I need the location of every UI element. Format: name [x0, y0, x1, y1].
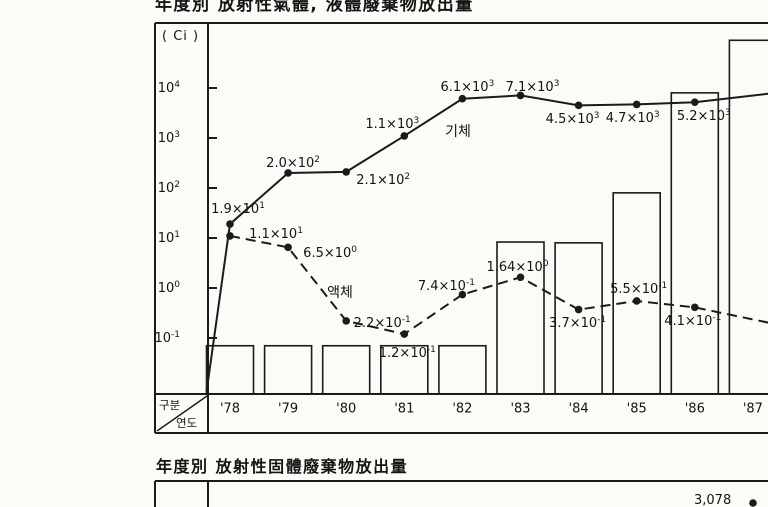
y-tick-label: 100 [157, 279, 180, 297]
liquid-series-label: 액체 [327, 285, 353, 301]
liquid-point-'82 [458, 290, 467, 299]
liquid-value-label: 7.4×10-1 [417, 277, 475, 294]
y-axis-unit-label: ( Ci ) [162, 29, 200, 44]
liquid-value-label: 1.64×100 [486, 259, 549, 276]
x-tick-label: '81 [394, 401, 415, 417]
x-tick-label: '86 [684, 401, 705, 417]
y-tick-label: 104 [157, 79, 180, 97]
liquid-series-line [229, 234, 768, 336]
bar-'86 [670, 92, 720, 395]
liquid-point-'84 [574, 305, 583, 314]
bar-'78 [205, 344, 255, 395]
gas-point-'83 [516, 91, 525, 100]
corner-cell-diagonal [156, 395, 208, 432]
gas-value-label: 2.1×102 [356, 171, 411, 189]
x-tick-label: '85 [626, 401, 647, 417]
x-tick-label: '87 [742, 401, 763, 417]
solid-chart-point [749, 499, 757, 507]
liquid-point-'78 [226, 232, 234, 240]
liquid-value-label: 2.2×10-1 [353, 314, 411, 332]
gas-liquid-chart-title: 年度別 放射性氣體, 液體廢棄物放出量 [155, 0, 474, 15]
bar-'85 [612, 192, 662, 395]
liquid-point-'79 [284, 243, 292, 252]
liquid-point-'80 [342, 317, 351, 325]
gas-point-'86 [691, 98, 699, 106]
bar-'81 [379, 344, 429, 395]
gas-value-label: 2.0×102 [266, 154, 321, 172]
liquid-point-'83 [516, 273, 525, 282]
bar-'87 [728, 39, 768, 395]
liquid-point-'85 [632, 297, 641, 305]
bar-'79 [263, 344, 313, 395]
x-tick-label: '82 [452, 401, 473, 417]
gas-value-label: 6.1×103 [440, 78, 495, 95]
gas-series-line [205, 92, 768, 393]
corner-cell-gubun-label: 구분 [159, 398, 181, 412]
gas-point-'81 [400, 132, 409, 140]
gas-value-label: 1.9×101 [211, 200, 265, 218]
liquid-point-'81 [400, 330, 409, 338]
x-tick-label: '83 [510, 401, 531, 417]
gas-point-'84 [574, 101, 583, 110]
solid-chart-point-label: 3,078 [694, 493, 732, 507]
corner-cell-yeondo-label: 연도 [176, 416, 198, 430]
gas-point-'82 [458, 94, 467, 103]
solid-waste-chart-title: 年度別 放射性固體廢棄物放出量 [156, 457, 409, 476]
liquid-point-'86 [691, 303, 699, 312]
gas-value-label: 5.2×103 [676, 108, 731, 125]
x-tick-label: '79 [278, 401, 299, 417]
y-tick-label: 102 [157, 179, 180, 197]
liquid-value-label: 5.5×10-1 [610, 280, 668, 298]
bar-'82 [438, 344, 487, 395]
gas-value-label: 4.5×103 [545, 111, 600, 128]
gas-point-'80 [342, 168, 351, 176]
y-tick-label: 10-1 [154, 329, 180, 347]
liquid-value-label: 1.1×101 [249, 225, 303, 243]
gas-value-label: 4.7×103 [605, 110, 660, 127]
y-tick-label: 103 [157, 129, 180, 147]
gas-point-'79 [284, 169, 292, 177]
gas-value-label: 7.1×103 [505, 79, 560, 96]
bar-'83 [496, 241, 545, 395]
liquid-value-label: 1.2×10-1 [378, 344, 436, 362]
liquid-value-label: 3.7×10-1 [549, 314, 607, 331]
gas-series-label: 기체 [445, 124, 471, 140]
bar-'80 [321, 344, 371, 395]
bar-'84 [554, 242, 603, 395]
x-tick-label: '80 [336, 401, 357, 417]
gas-value-label: 1.1×103 [365, 115, 420, 133]
x-tick-label: '84 [568, 401, 589, 417]
gas-point-'78 [226, 220, 234, 228]
liquid-value-label: 6.5×100 [303, 245, 358, 262]
liquid-value-label: 4.1×10-1 [664, 313, 722, 330]
y-tick-label: 101 [157, 229, 180, 247]
gas-point-'85 [632, 100, 641, 109]
x-tick-label: '78 [219, 401, 241, 417]
